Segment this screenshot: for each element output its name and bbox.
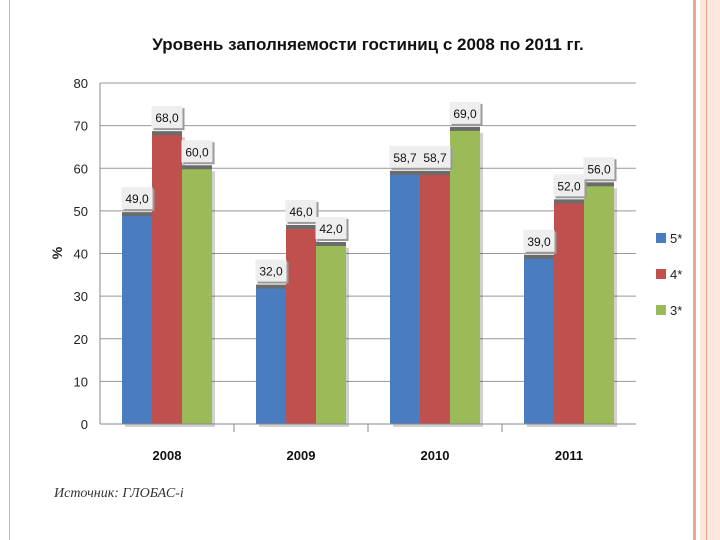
- bar-top-edge: [524, 254, 554, 259]
- legend-label: 3*: [670, 303, 682, 318]
- data-label-box: [583, 157, 615, 180]
- bar: [152, 134, 182, 424]
- data-label-box: [255, 259, 287, 282]
- bar-top-edge: [390, 170, 420, 175]
- bar-top-edge: [122, 212, 152, 217]
- data-label-box: [389, 145, 421, 168]
- x-tick-label: 2009: [287, 448, 316, 463]
- data-label: 32,0: [259, 265, 283, 279]
- chart-title: Уровень заполняемости гостиниц с 2008 по…: [152, 35, 583, 54]
- bar: [524, 257, 554, 424]
- bar-top-edge: [584, 182, 614, 187]
- data-label: 58,7: [393, 151, 417, 165]
- bar-top-edge: [256, 284, 286, 289]
- bar: [182, 168, 212, 424]
- data-label-box: [121, 187, 153, 210]
- data-label-box: [181, 140, 213, 163]
- bar-top-edge: [182, 165, 212, 170]
- data-label: 60,0: [185, 145, 209, 159]
- bar-top-edge: [152, 131, 182, 136]
- bar: [286, 227, 316, 424]
- legend-swatch: [656, 269, 666, 279]
- data-label: 42,0: [319, 222, 343, 236]
- y-tick-label: 30: [74, 289, 88, 304]
- bar: [390, 173, 420, 424]
- y-tick-label: 20: [74, 332, 88, 347]
- data-label-box: [151, 106, 183, 129]
- data-label: 49,0: [125, 192, 149, 206]
- y-tick-label: 80: [74, 76, 88, 91]
- y-tick-label: 70: [74, 119, 88, 134]
- x-tick-label: 2011: [555, 448, 583, 463]
- y-tick-label: 50: [74, 204, 88, 219]
- data-label-box: [523, 229, 555, 252]
- data-label-box: [315, 216, 347, 239]
- x-tick-label: 2010: [421, 448, 450, 463]
- bar: [256, 287, 286, 424]
- data-label: 39,0: [527, 235, 551, 249]
- data-label: 56,0: [587, 162, 611, 176]
- data-label: 58,7: [423, 151, 447, 165]
- data-label-box: [419, 145, 451, 168]
- bar: [316, 244, 346, 424]
- right-border-line: [706, 0, 707, 540]
- bar: [584, 185, 614, 424]
- legend-label: 5*: [670, 231, 682, 246]
- data-label: 69,0: [453, 107, 477, 121]
- data-label: 46,0: [289, 205, 313, 219]
- bar-top-edge: [450, 126, 480, 131]
- bar-top-edge: [316, 241, 346, 246]
- y-tick-label: 60: [74, 161, 88, 176]
- bar: [122, 215, 152, 424]
- bar: [450, 129, 480, 424]
- source-note: Источник: ГЛОБАС-i: [54, 486, 184, 501]
- data-label-box: [285, 199, 317, 222]
- bar-top-edge: [286, 224, 316, 229]
- y-tick-label: 10: [74, 374, 88, 389]
- legend-swatch: [656, 305, 666, 315]
- right-border-band: [700, 0, 720, 540]
- bar: [554, 202, 584, 424]
- data-label-box: [449, 101, 481, 124]
- left-border-line: [9, 0, 10, 540]
- y-tick-label: 0: [81, 417, 88, 432]
- data-label: 52,0: [557, 179, 581, 193]
- y-tick-label: 40: [74, 247, 88, 262]
- y-axis-label: %: [49, 246, 65, 259]
- data-label: 68,0: [155, 111, 179, 125]
- right-border-stripe: [693, 0, 696, 540]
- bar: [420, 173, 450, 424]
- x-tick-label: 2008: [153, 448, 182, 463]
- bar-top-edge: [420, 170, 450, 175]
- legend-swatch: [656, 233, 666, 243]
- data-label-box: [553, 174, 585, 197]
- bar-top-edge: [554, 199, 584, 204]
- legend-label: 4*: [670, 267, 682, 282]
